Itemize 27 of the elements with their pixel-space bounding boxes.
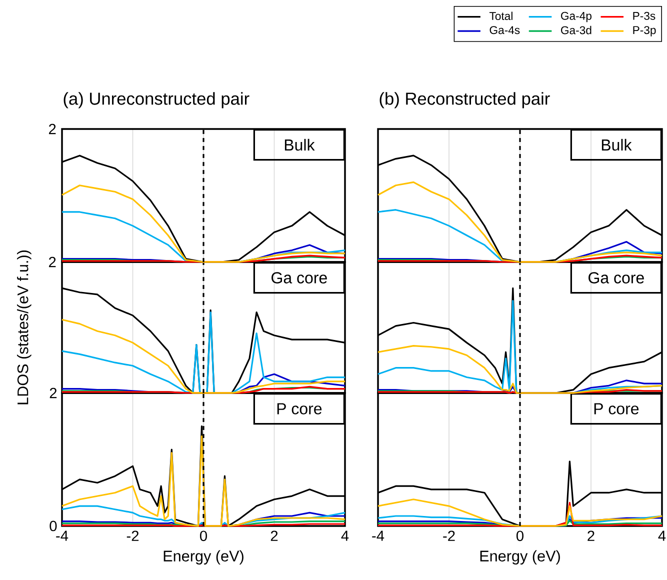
legend-label: P-3p [633, 26, 656, 36]
x-tick-label: 0 [200, 530, 207, 542]
legend-label: Ga-4p [561, 12, 592, 22]
x-axis-title: Energy (eV) [164, 550, 244, 565]
x-tick-label: -2 [126, 530, 139, 541]
text: Bulk [284, 138, 315, 151]
annotation: P core [277, 403, 322, 414]
x-tick-label: 4 [658, 530, 666, 541]
legend-label: P-3s [633, 12, 656, 20]
legend-label: Ga-3d [561, 26, 592, 34]
text: Ga core [588, 272, 644, 284]
x-tick-label: 2 [270, 530, 278, 541]
text: Ga core [272, 272, 327, 284]
x-tick-label: 0 [516, 530, 524, 542]
legend-label: Total [489, 12, 512, 20]
x-tick-label: 4 [341, 530, 349, 541]
x-tick-label: -2 [443, 530, 455, 541]
x-tick-label: 2 [588, 530, 594, 541]
x-tick-label: -4 [56, 530, 68, 541]
legend-label: Ga-4s [490, 26, 520, 34]
chart-title: (a) Unreconstructed pair [64, 92, 250, 108]
y-axis-title: LDOS (states/(eV f.u.)) [17, 250, 32, 404]
annotation: P core [594, 403, 639, 414]
chart-title: (b) Reconstructed pair [380, 92, 550, 108]
x-axis-title: Energy (eV) [480, 550, 560, 565]
text: Bulk [602, 138, 632, 151]
x-tick-label: -4 [372, 530, 384, 541]
